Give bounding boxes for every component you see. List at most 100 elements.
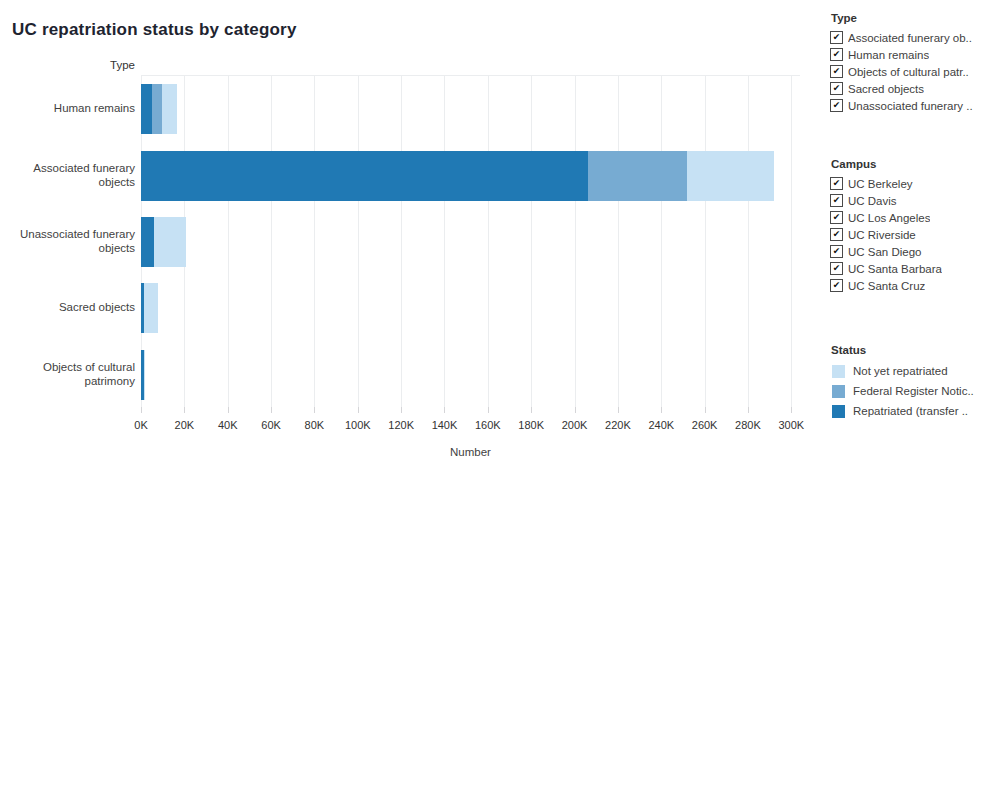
- axis-tick: [705, 407, 706, 413]
- legend-item-label: Federal Register Notic..: [853, 385, 974, 397]
- category-labels: Human remains Associated funerary objects…: [0, 75, 135, 407]
- gridline: [488, 76, 489, 408]
- bar-human-remains[interactable]: [141, 84, 177, 134]
- bar-sacred-objects[interactable]: [141, 283, 158, 333]
- legend-swatch-icon: [832, 405, 845, 418]
- filter-option-sacred-objects[interactable]: ✔Sacred objects: [830, 80, 998, 97]
- checkmark-icon: ✔: [833, 33, 841, 42]
- category-label-associated-funerary-objects: Associated funerary objects: [0, 141, 135, 207]
- checkbox-checked-icon[interactable]: ✔: [830, 279, 843, 292]
- filter-option-uc-berkeley[interactable]: ✔ UC Berkeley: [830, 175, 998, 192]
- bar-segment-not-yet-repatriated[interactable]: [154, 217, 186, 267]
- gridline: [444, 76, 445, 408]
- filter-option-label: UC Santa Cruz: [848, 280, 925, 292]
- axis-tick: [444, 407, 445, 413]
- bar-associated-funerary-objects[interactable]: [141, 151, 774, 201]
- axis-tick-label: 40K: [218, 419, 238, 431]
- axis-tick-label: 20K: [175, 419, 195, 431]
- axis-tick: [228, 407, 229, 413]
- gridline: [748, 76, 749, 408]
- category-label-text: Associated funerary objects: [7, 161, 135, 189]
- gridline: [705, 76, 706, 408]
- axis-tick: [531, 407, 532, 413]
- filter-option-label: UC Davis: [848, 195, 897, 207]
- filter-option-uc-los-angeles[interactable]: ✔ UC Los Angeles: [830, 209, 998, 226]
- category-label-human-remains: Human remains: [0, 75, 135, 141]
- gridline: [618, 76, 619, 408]
- checkmark-icon: ✔: [833, 196, 841, 205]
- x-axis: 0K20K40K60K80K100K120K140K160K180K200K22…: [141, 407, 800, 413]
- checkbox-checked-icon[interactable]: ✔: [830, 177, 843, 190]
- checkbox-checked-icon[interactable]: ✔: [830, 99, 843, 112]
- axis-tick-label: 260K: [692, 419, 718, 431]
- axis-tick: [748, 407, 749, 413]
- bar-segment-not-yet-repatriated[interactable]: [687, 151, 774, 201]
- filter-option-objects-of-cultural-patr[interactable]: ✔ Objects of cultural patr..: [830, 63, 998, 80]
- bar-unassociated-funerary-objects[interactable]: [141, 217, 186, 267]
- axis-tick: [401, 407, 402, 413]
- filter-option-human-remains[interactable]: ✔Human remains: [830, 46, 998, 63]
- checkbox-checked-icon[interactable]: ✔: [830, 211, 843, 224]
- campus-filter: Campus ✔UC Berkeley✔UC Davis✔UC Los Ange…: [830, 158, 998, 294]
- axis-tick: [791, 407, 792, 413]
- axis-tick-label: 300K: [778, 419, 804, 431]
- checkmark-icon: ✔: [833, 247, 841, 256]
- checkbox-checked-icon[interactable]: ✔: [830, 228, 843, 241]
- filter-option-uc-santa-cruz[interactable]: ✔ UC Santa Cruz: [830, 277, 998, 294]
- filter-option-unassociated-funerary[interactable]: ✔Unassociated funerary ..: [830, 97, 998, 114]
- axis-tick-label: 240K: [648, 419, 674, 431]
- checkbox-checked-icon[interactable]: ✔: [830, 194, 843, 207]
- type-filter-header: Type: [831, 12, 998, 24]
- legend-item-label: Not yet repatriated: [853, 365, 948, 377]
- axis-tick: [661, 407, 662, 413]
- checkbox-checked-icon[interactable]: ✔: [830, 82, 843, 95]
- checkbox-checked-icon[interactable]: ✔: [830, 245, 843, 258]
- filter-option-label: Objects of cultural patr..: [848, 66, 969, 78]
- legend-item-federal-register-notic[interactable]: Federal Register Notic..: [830, 381, 998, 401]
- axis-tick-label: 0K: [134, 419, 147, 431]
- status-legend-header: Status: [831, 344, 998, 356]
- axis-tick-label: 280K: [735, 419, 761, 431]
- checkbox-checked-icon[interactable]: ✔: [830, 31, 843, 44]
- status-legend: Status Not yet repatriated Federal Regist…: [830, 344, 998, 421]
- gridline: [575, 76, 576, 408]
- bar-segment-repatriated-transfer[interactable]: [141, 217, 154, 267]
- checkmark-icon: ✔: [833, 213, 841, 222]
- filter-option-uc-san-diego[interactable]: ✔ UC San Diego: [830, 243, 998, 260]
- bar-segment-not-yet-repatriated[interactable]: [144, 350, 145, 400]
- bar-segment-federal-register-notic[interactable]: [152, 84, 162, 134]
- bar-objects-of-cultural-patrimony[interactable]: [141, 350, 144, 400]
- axis-tick: [488, 407, 489, 413]
- checkmark-icon: ✔: [833, 179, 841, 188]
- filter-option-associated-funerary-ob[interactable]: ✔ Associated funerary ob..: [830, 29, 998, 46]
- axis-tick: [314, 407, 315, 413]
- filter-option-label: UC Santa Barbara: [848, 263, 942, 275]
- filter-option-uc-santa-barbara[interactable]: ✔ UC Santa Barbara: [830, 260, 998, 277]
- bar-segment-not-yet-repatriated[interactable]: [162, 84, 177, 134]
- axis-tick-label: 60K: [261, 419, 281, 431]
- filter-option-label: Associated funerary ob..: [848, 32, 972, 44]
- checkmark-icon: ✔: [833, 50, 841, 59]
- plot-area: [141, 75, 800, 408]
- filter-option-label: UC Los Angeles: [848, 212, 930, 224]
- checkbox-checked-icon[interactable]: ✔: [830, 48, 843, 61]
- bar-segment-repatriated-transfer[interactable]: [141, 151, 588, 201]
- checkbox-checked-icon[interactable]: ✔: [830, 262, 843, 275]
- filter-option-label: UC Berkeley: [848, 178, 913, 190]
- checkmark-icon: ✔: [833, 67, 841, 76]
- legend-item-not-yet-repatriated[interactable]: Not yet repatriated: [830, 361, 998, 381]
- bar-segment-not-yet-repatriated[interactable]: [144, 283, 158, 333]
- filter-option-uc-riverside[interactable]: ✔ UC Riverside: [830, 226, 998, 243]
- filter-option-uc-davis[interactable]: ✔ UC Davis: [830, 192, 998, 209]
- checkbox-checked-icon[interactable]: ✔: [830, 65, 843, 78]
- legend-item-repatriated-transfer[interactable]: Repatriated (transfer ..: [830, 401, 998, 421]
- legend-swatch-icon: [832, 385, 845, 398]
- filter-option-label: UC Riverside: [848, 229, 916, 241]
- gridline: [271, 76, 272, 408]
- axis-tick-label: 180K: [518, 419, 544, 431]
- axis-tick-label: 100K: [345, 419, 371, 431]
- filter-option-label: UC San Diego: [848, 246, 922, 258]
- axis-tick: [141, 407, 142, 413]
- bar-segment-repatriated-transfer[interactable]: [141, 84, 152, 134]
- bar-segment-federal-register-notic[interactable]: [588, 151, 688, 201]
